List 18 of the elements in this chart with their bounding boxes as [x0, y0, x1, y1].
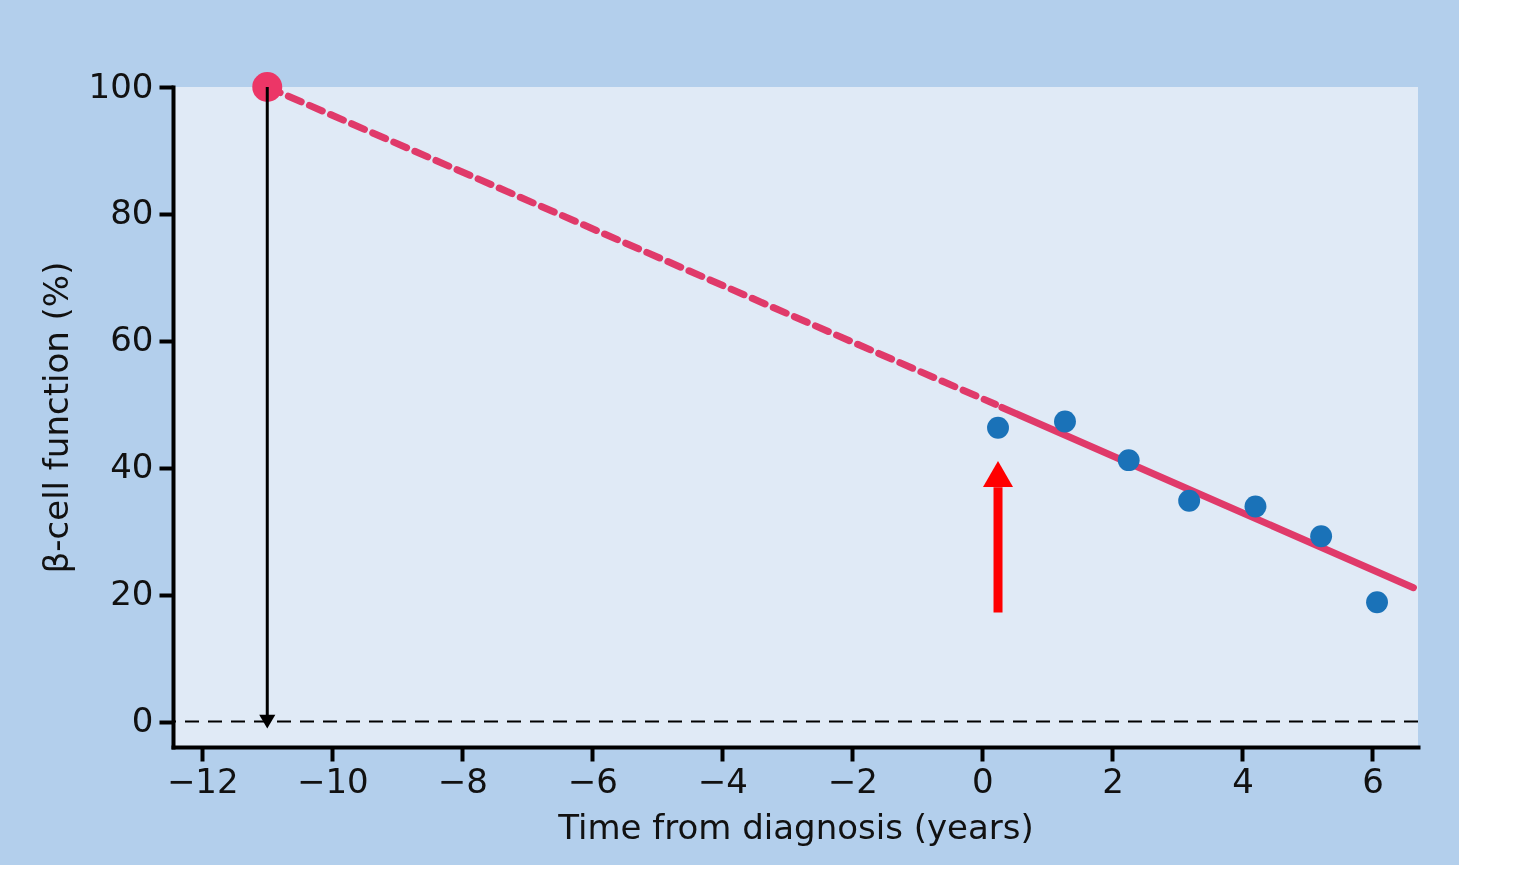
x-tick-label: 0	[972, 760, 994, 801]
x-tick-label: −6	[567, 760, 618, 801]
x-axis-title: Time from diagnosis (years)	[557, 806, 1034, 847]
y-tick-label: 20	[110, 573, 154, 614]
x-tick-label: −4	[697, 760, 748, 801]
x-tick-label: −2	[827, 760, 878, 801]
y-tick-label: 80	[110, 192, 154, 233]
x-tick-label: 6	[1362, 760, 1384, 801]
y-axis-title: β-cell function (%)	[35, 261, 76, 574]
y-tick-label: 0	[131, 700, 154, 741]
x-tick-label: 4	[1232, 760, 1254, 801]
x-tick-label: −10	[296, 760, 369, 801]
x-tick-label: −12	[166, 760, 239, 801]
x-tick-label: 2	[1102, 760, 1124, 801]
y-tick-label: 40	[110, 446, 154, 487]
x-tick-label: −8	[437, 760, 488, 801]
y-tick-label: 60	[110, 319, 154, 360]
y-tick-label: 100	[88, 65, 154, 106]
